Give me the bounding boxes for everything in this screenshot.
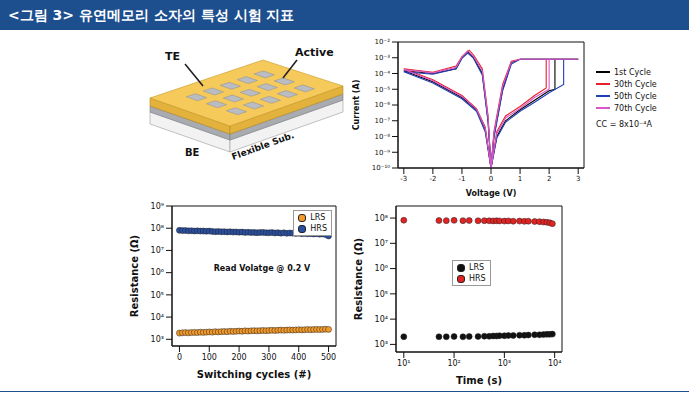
- svg-text:200: 200: [231, 353, 246, 362]
- svg-text:10²: 10²: [447, 359, 460, 368]
- svg-text:BE: BE: [185, 147, 200, 158]
- svg-text:0: 0: [489, 175, 493, 183]
- svg-text:10⁻¹⁰: 10⁻¹⁰: [372, 164, 390, 172]
- svg-text:10⁻⁴: 10⁻⁴: [375, 70, 391, 78]
- html-text:CC = 8x10⁻⁴A: CC = 8x10⁻⁴A: [596, 120, 652, 129]
- svg-text:10⁴: 10⁴: [375, 315, 388, 324]
- svg-text:0: 0: [177, 353, 182, 362]
- html-text:50th Cycle: 50th Cycle: [614, 91, 657, 101]
- svg-text:2: 2: [547, 175, 551, 183]
- svg-text:10⁸: 10⁸: [375, 214, 388, 223]
- svg-text:Flexible Sub.: Flexible Sub.: [230, 130, 295, 162]
- svg-text:-3: -3: [400, 175, 407, 183]
- svg-text:10⁶: 10⁶: [375, 264, 388, 273]
- svg-text:Resistance (Ω): Resistance (Ω): [353, 238, 364, 320]
- html-text:HRS: HRS: [469, 274, 486, 283]
- svg-text:10⁷: 10⁷: [375, 239, 388, 248]
- svg-text:10⁶: 10⁶: [151, 268, 164, 277]
- svg-text:Switching cycles (#): Switching cycles (#): [197, 369, 311, 380]
- svg-text:300: 300: [261, 353, 276, 362]
- svg-text:10⁻⁹: 10⁻⁹: [375, 149, 391, 157]
- svg-text:10⁷: 10⁷: [151, 246, 164, 255]
- svg-text:10⁻³: 10⁻³: [375, 54, 391, 62]
- svg-text:Current (A): Current (A): [352, 80, 361, 131]
- svg-text:10⁻⁶: 10⁻⁶: [375, 101, 391, 109]
- svg-text:Voltage (V): Voltage (V): [466, 189, 517, 198]
- svg-text:10⁴: 10⁴: [548, 359, 561, 368]
- svg-text:10⁻⁵: 10⁻⁵: [375, 86, 391, 94]
- svg-text:10⁸: 10⁸: [151, 224, 164, 233]
- svg-text:3: 3: [576, 175, 580, 183]
- svg-text:10⁻⁸: 10⁻⁸: [375, 133, 391, 141]
- html-text:LRS: LRS: [310, 213, 326, 222]
- svg-text:10⁻⁷: 10⁻⁷: [375, 117, 391, 125]
- svg-text:10³: 10³: [151, 335, 164, 344]
- svg-text:Time (s): Time (s): [456, 375, 502, 386]
- html-text:<그림 3> 유연메모리 소자의 특성 시험 지표: <그림 3> 유연메모리 소자의 특성 시험 지표: [8, 7, 295, 23]
- svg-text:10⁵: 10⁵: [151, 291, 164, 300]
- svg-text:100: 100: [202, 353, 217, 362]
- html-text:1st Cycle: 1st Cycle: [614, 67, 651, 77]
- svg-text:500: 500: [321, 353, 336, 362]
- svg-text:1: 1: [518, 175, 522, 183]
- html-text:70th Cycle: 70th Cycle: [614, 103, 657, 113]
- svg-text:Resistance (Ω): Resistance (Ω): [129, 235, 140, 317]
- svg-text:-1: -1: [458, 175, 465, 183]
- svg-text:10³: 10³: [498, 359, 511, 368]
- svg-text:10⁴: 10⁴: [151, 313, 164, 322]
- svg-text:TE: TE: [165, 50, 180, 63]
- svg-text:10³: 10³: [375, 340, 388, 349]
- svg-text:10⁵: 10⁵: [375, 290, 388, 299]
- html-text:HRS: HRS: [310, 224, 327, 233]
- svg-text:10⁻²: 10⁻²: [375, 38, 391, 46]
- svg-text:10⁹: 10⁹: [151, 202, 164, 211]
- html-text:LRS: LRS: [469, 263, 485, 272]
- svg-text:Active: Active: [295, 46, 334, 59]
- svg-text:10¹: 10¹: [397, 359, 410, 368]
- svg-text:-2: -2: [429, 175, 436, 183]
- svg-text:400: 400: [291, 353, 306, 362]
- html-text:30th Cycle: 30th Cycle: [614, 79, 657, 89]
- html-text:Read Volatge @ 0.2 V: Read Volatge @ 0.2 V: [213, 264, 311, 273]
